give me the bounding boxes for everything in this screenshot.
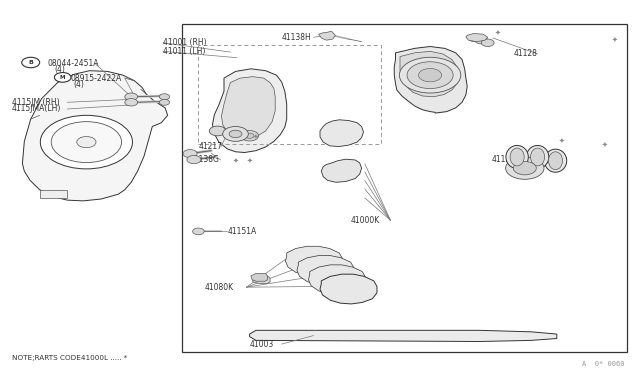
Polygon shape xyxy=(297,256,354,285)
Circle shape xyxy=(481,39,494,46)
Polygon shape xyxy=(319,31,335,40)
Polygon shape xyxy=(40,190,67,198)
Polygon shape xyxy=(394,46,467,113)
Circle shape xyxy=(245,133,254,138)
Text: A  0* 0060: A 0* 0060 xyxy=(582,361,624,367)
Text: ✦: ✦ xyxy=(246,158,253,164)
Circle shape xyxy=(513,161,536,175)
Ellipse shape xyxy=(531,148,545,166)
Circle shape xyxy=(475,36,488,44)
Polygon shape xyxy=(320,274,377,304)
Polygon shape xyxy=(321,159,362,182)
Text: ✦: ✦ xyxy=(232,158,239,164)
Circle shape xyxy=(506,157,544,179)
Circle shape xyxy=(183,150,197,158)
Text: 41003: 41003 xyxy=(250,340,274,349)
Text: 41128: 41128 xyxy=(513,49,537,58)
Polygon shape xyxy=(22,71,168,201)
Text: ✦: ✦ xyxy=(253,134,259,140)
Circle shape xyxy=(22,57,40,68)
Ellipse shape xyxy=(544,149,567,172)
Circle shape xyxy=(419,68,442,82)
Circle shape xyxy=(399,57,461,93)
Polygon shape xyxy=(251,273,268,281)
Polygon shape xyxy=(253,276,270,283)
Circle shape xyxy=(223,126,248,141)
Circle shape xyxy=(159,94,170,100)
Text: ✦: ✦ xyxy=(611,37,618,43)
Text: (4): (4) xyxy=(74,80,84,89)
Ellipse shape xyxy=(548,152,563,170)
Polygon shape xyxy=(250,330,557,341)
Text: 4115JMA(LH): 4115JMA(LH) xyxy=(12,105,61,113)
Circle shape xyxy=(77,137,96,148)
Polygon shape xyxy=(320,120,364,147)
Circle shape xyxy=(407,62,453,89)
Bar xyxy=(182,24,627,352)
Circle shape xyxy=(54,73,71,82)
Polygon shape xyxy=(221,77,275,139)
Ellipse shape xyxy=(510,148,524,166)
Bar xyxy=(198,45,381,144)
Text: 41001 (RH): 41001 (RH) xyxy=(163,38,207,47)
Ellipse shape xyxy=(526,145,549,169)
Circle shape xyxy=(187,155,201,164)
Text: 41000K: 41000K xyxy=(351,216,380,225)
Text: B: B xyxy=(28,60,33,65)
Text: ✦: ✦ xyxy=(495,30,501,36)
Text: 08915-2422A: 08915-2422A xyxy=(70,74,122,83)
Text: 41011 (LH): 41011 (LH) xyxy=(163,47,205,56)
Text: NOTE;RARTS CODE41000L ..... *: NOTE;RARTS CODE41000L ..... * xyxy=(12,355,127,361)
Text: ✦: ✦ xyxy=(602,141,608,147)
Circle shape xyxy=(51,122,122,163)
Text: ✦: ✦ xyxy=(559,138,565,144)
Circle shape xyxy=(209,126,226,136)
Text: 41217: 41217 xyxy=(198,142,223,151)
Polygon shape xyxy=(212,69,287,153)
Text: 41080K: 41080K xyxy=(205,283,234,292)
Circle shape xyxy=(40,115,132,169)
Circle shape xyxy=(125,93,138,100)
Circle shape xyxy=(193,228,204,235)
Text: 08044-2451A: 08044-2451A xyxy=(48,59,99,68)
Circle shape xyxy=(159,99,170,105)
Polygon shape xyxy=(308,265,365,295)
Text: 41138G: 41138G xyxy=(189,155,220,164)
Polygon shape xyxy=(466,33,488,42)
Text: M: M xyxy=(60,75,65,80)
Circle shape xyxy=(468,34,481,42)
Text: (4): (4) xyxy=(54,65,65,74)
Text: 41151A: 41151A xyxy=(227,227,257,236)
Ellipse shape xyxy=(506,145,529,169)
Text: 41138H: 41138H xyxy=(282,33,311,42)
Polygon shape xyxy=(285,246,342,276)
Circle shape xyxy=(241,131,259,141)
Text: 41121: 41121 xyxy=(492,155,515,164)
Circle shape xyxy=(125,99,138,106)
Circle shape xyxy=(229,130,242,138)
Text: 4115JM (RH): 4115JM (RH) xyxy=(12,98,59,107)
Polygon shape xyxy=(400,51,458,97)
